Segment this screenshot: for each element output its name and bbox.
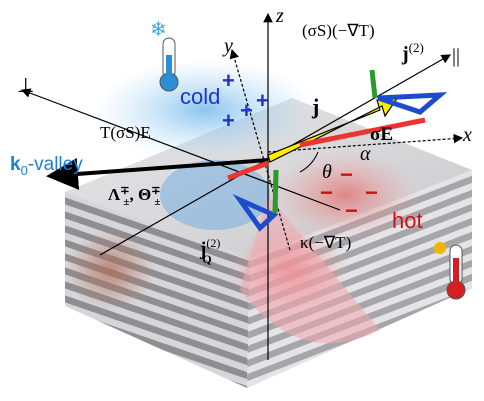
label-part: Θ <box>138 185 151 204</box>
label-part: , <box>129 185 138 204</box>
cold-region <box>95 60 315 160</box>
label-part: (2) <box>409 40 424 55</box>
charge: − <box>365 180 378 205</box>
label-part: (2) <box>206 236 220 250</box>
label-part: j <box>401 43 409 65</box>
svg-text:❄: ❄ <box>150 19 167 41</box>
charge: − <box>340 162 353 187</box>
label: α <box>360 143 371 165</box>
label: || <box>452 45 460 67</box>
axis-label: y <box>222 35 233 57</box>
kappa-arrow <box>275 170 276 213</box>
label-part: ± <box>154 196 160 208</box>
label: k0-valley <box>10 154 83 178</box>
label: T(σS)E <box>100 123 151 142</box>
heat-spot <box>65 230 155 310</box>
charge: + <box>222 68 235 93</box>
label: j <box>311 94 319 119</box>
label: ⊥ <box>17 75 34 97</box>
charge: + <box>222 108 235 133</box>
label: (σS)(−∇T) <box>302 21 375 40</box>
label-part: Q <box>202 252 211 266</box>
label-part: -valley <box>28 154 83 175</box>
charge: − <box>345 198 358 223</box>
axis-label: z <box>275 5 284 27</box>
label: cold <box>180 84 220 109</box>
label: σE <box>370 124 393 145</box>
charge: + <box>240 98 253 123</box>
label-part: Λ <box>108 185 121 204</box>
grad-arrow <box>372 70 375 98</box>
label-part: 0 <box>21 163 28 178</box>
charge: − <box>320 180 333 205</box>
axis-label: x <box>462 124 472 146</box>
diagram: ❄ z y x (σS)(−∇T) j(2) || ⊥ cold hot j T… <box>0 0 484 401</box>
label: j(2) <box>401 40 424 65</box>
label: hot <box>392 208 423 233</box>
charge: + <box>256 88 269 113</box>
label: κ(−∇T) <box>300 233 351 252</box>
label-part: k <box>10 154 21 175</box>
